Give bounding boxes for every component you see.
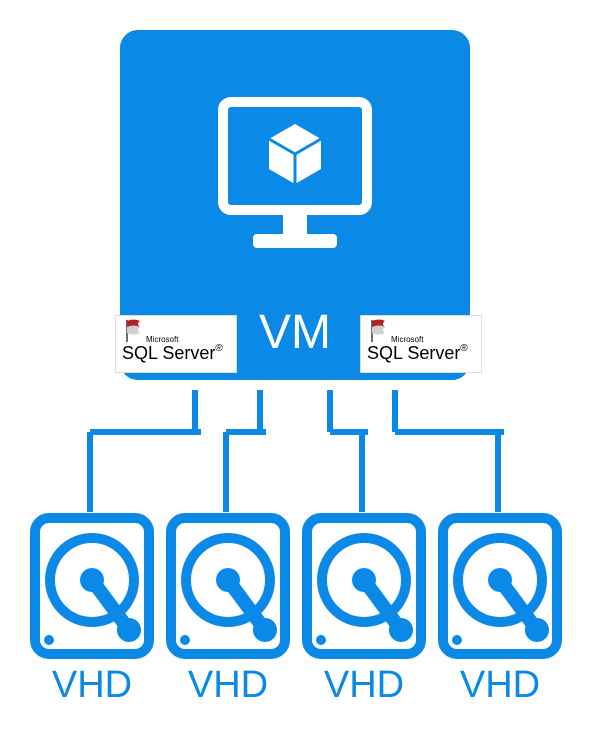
connector-segment xyxy=(87,432,93,512)
connector-segment xyxy=(257,390,263,432)
vhd-disk-1: VHD xyxy=(163,512,293,707)
connector-segment xyxy=(330,429,368,435)
hard-disk-icon xyxy=(29,512,155,660)
vhd-label: VHD xyxy=(163,664,293,707)
vhd-label: VHD xyxy=(299,664,429,707)
sql-flag-icon xyxy=(367,318,391,344)
connector-segment xyxy=(392,390,398,432)
sql-product-text: SQL Server® xyxy=(122,344,230,362)
diagram-canvas: VM Microsoft SQL Server® Microsoft SQL S… xyxy=(0,0,589,746)
vhd-disk-3: VHD xyxy=(435,512,565,707)
connector-segment xyxy=(327,390,333,432)
sql-flag-icon xyxy=(122,318,146,344)
hard-disk-icon xyxy=(165,512,291,660)
connector-segment xyxy=(359,432,365,512)
vhd-disk-0: VHD xyxy=(27,512,157,707)
connector-segment xyxy=(90,429,201,435)
sql-server-badge-left: Microsoft SQL Server® xyxy=(115,315,237,373)
connector-segment xyxy=(223,432,229,512)
vhd-label: VHD xyxy=(435,664,565,707)
sql-product-text: SQL Server® xyxy=(367,344,475,362)
connector-segment xyxy=(395,429,504,435)
sql-server-badge-right: Microsoft SQL Server® xyxy=(360,315,482,373)
hard-disk-icon xyxy=(437,512,563,660)
connector-segment xyxy=(495,432,501,512)
vhd-disk-2: VHD xyxy=(299,512,429,707)
connector-segment xyxy=(192,390,198,432)
hard-disk-icon xyxy=(301,512,427,660)
vhd-label: VHD xyxy=(27,664,157,707)
monitor-cube-icon xyxy=(205,88,385,268)
